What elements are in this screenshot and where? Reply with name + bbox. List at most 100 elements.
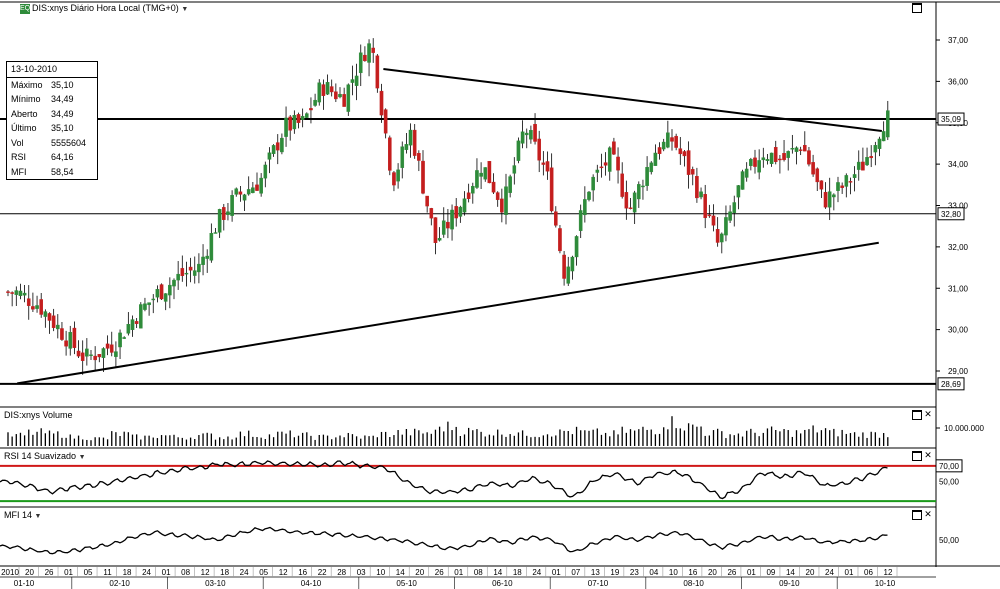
- x-month-label: 06-10: [492, 579, 513, 588]
- x-day-label: 14: [396, 568, 405, 577]
- candle-body: [881, 131, 886, 142]
- volume-panel: 10.000.000: [7, 416, 985, 446]
- candle-body: [491, 181, 496, 193]
- y-tick-label: 36,00: [948, 77, 969, 86]
- level-label-box: [937, 112, 965, 126]
- y-tick-label: 37,00: [948, 36, 969, 45]
- candle-body: [624, 192, 629, 209]
- candle-body: [632, 192, 637, 213]
- candle-body: [832, 194, 836, 198]
- candle-body: [524, 132, 529, 136]
- maximize-button[interactable]: [912, 3, 922, 13]
- mfi-close-icon[interactable]: ✕: [924, 509, 932, 519]
- chart-title[interactable]: EQ DIS:xnys Diário Hora Local (TMG+0) ▼: [20, 3, 188, 14]
- x-day-label: 06: [864, 568, 873, 577]
- candle-body: [466, 192, 471, 199]
- candle-body: [259, 177, 263, 194]
- candle-body: [242, 194, 247, 201]
- candle-body: [213, 232, 218, 234]
- x-day-label: 08: [181, 568, 190, 577]
- candle-body: [292, 115, 297, 130]
- x-day-label: 05: [259, 568, 268, 577]
- candle-body: [329, 86, 334, 93]
- candle-body: [334, 91, 338, 100]
- volume-maximize-button[interactable]: [912, 410, 922, 420]
- info-row-label: MFI: [11, 166, 27, 177]
- candle-body: [753, 157, 757, 167]
- candle-body: [43, 311, 48, 317]
- candle-body: [819, 180, 824, 190]
- x-month-label: 08-10: [683, 579, 704, 588]
- x-day-label: 13: [591, 568, 600, 577]
- candle-body: [827, 191, 832, 208]
- y-tick-label: 29,00: [948, 367, 969, 376]
- x-day-label: 20: [415, 568, 424, 577]
- candle-body: [56, 324, 60, 330]
- candle-body: [18, 290, 23, 296]
- candle-body: [404, 144, 409, 150]
- candle-body: [865, 157, 869, 166]
- candle-body: [711, 215, 716, 226]
- info-row: MFI 58,54: [7, 165, 97, 180]
- candle-body: [500, 198, 504, 213]
- candle-body: [350, 79, 355, 83]
- candle-body: [64, 340, 68, 347]
- rsi-title[interactable]: RSI 14 Suavizado ▼: [4, 451, 86, 461]
- mfi-title[interactable]: MFI 14 ▼: [4, 510, 41, 520]
- candle-body: [811, 162, 815, 175]
- candle-body: [80, 352, 85, 361]
- candle-body: [151, 298, 156, 301]
- mfi-dropdown-arrow-icon[interactable]: ▼: [34, 513, 42, 520]
- y-tick-label: 32,00: [948, 243, 969, 252]
- x-day-label: 23: [630, 568, 639, 577]
- dropdown-arrow-icon[interactable]: ▼: [181, 6, 189, 13]
- candle-body: [877, 138, 882, 149]
- candle-body: [587, 191, 591, 200]
- candle-body: [471, 186, 475, 194]
- candle-body: [14, 290, 19, 295]
- candle-body: [417, 152, 421, 161]
- x-month-label: 10-10: [875, 579, 896, 588]
- candle-body: [89, 354, 93, 356]
- mfi-maximize-button[interactable]: [912, 510, 922, 520]
- volume-close-icon[interactable]: ✕: [924, 409, 932, 419]
- candle-body: [429, 208, 434, 219]
- candle-body: [724, 217, 728, 236]
- info-row-value: 34,49: [51, 94, 74, 104]
- x-day-label: 24: [825, 568, 834, 577]
- candle-body: [570, 256, 575, 272]
- candle-body: [761, 157, 766, 161]
- candle-body: [6, 291, 10, 293]
- candle-body: [732, 202, 737, 214]
- info-row-value: 64,16: [51, 152, 74, 162]
- mfi-title-text: MFI 14: [4, 510, 33, 520]
- level-label: 35,09: [941, 115, 962, 124]
- candle-body: [392, 172, 396, 186]
- candle-body: [105, 343, 110, 349]
- info-row-value: 35,10: [51, 123, 74, 133]
- volume-title: DIS:xnys Volume: [4, 410, 73, 420]
- info-row-value: 58,54: [51, 166, 74, 177]
- candle-body: [358, 52, 363, 74]
- x-day-label: 20: [25, 568, 34, 577]
- candle-body: [612, 141, 616, 155]
- candle-body: [300, 115, 305, 120]
- x-day-label: 09: [766, 568, 775, 577]
- x-month-label: 07-10: [588, 579, 609, 588]
- candle-body: [778, 158, 782, 161]
- candle-body: [201, 256, 205, 265]
- candle-body: [728, 211, 732, 221]
- candle-body: [852, 174, 857, 178]
- candle-body: [346, 84, 351, 112]
- candle-body: [271, 145, 276, 154]
- candle-body: [562, 254, 566, 279]
- candle-body: [197, 263, 201, 273]
- candle-body: [740, 171, 745, 190]
- candle-body: [51, 315, 56, 328]
- candle-body: [798, 149, 803, 151]
- candle-body: [720, 233, 724, 243]
- rsi-close-icon[interactable]: ✕: [924, 450, 932, 460]
- rsi-dropdown-arrow-icon[interactable]: ▼: [78, 454, 86, 461]
- rsi-maximize-button[interactable]: [912, 451, 922, 461]
- candle-body: [653, 152, 658, 166]
